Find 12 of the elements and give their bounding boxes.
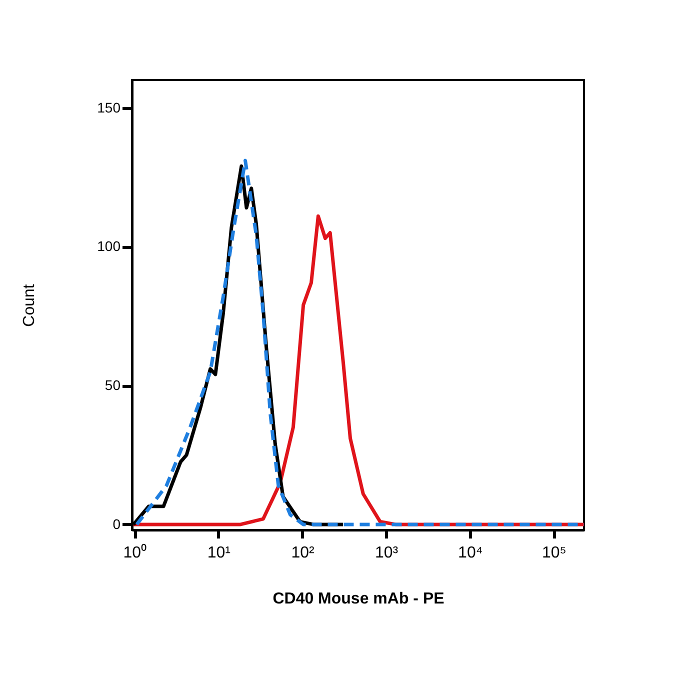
y-tick-label: 100 <box>97 238 121 254</box>
x-tick-label: 10³ <box>375 544 399 562</box>
x-tick-label: 10² <box>291 544 315 562</box>
y-axis-title: Count <box>21 284 38 327</box>
y-tick-label: 150 <box>97 99 121 116</box>
x-axis-title: CD40 Mouse mAb - PE <box>272 590 445 608</box>
x-tick-label: 10⁰ <box>123 544 148 562</box>
x-tick-label: 10⁵ <box>542 544 566 562</box>
x-tick-label: 10¹ <box>207 544 231 562</box>
y-tick-label: 50 <box>104 377 121 394</box>
y-tick-label: 0 <box>112 516 121 532</box>
x-tick-label: 10⁴ <box>458 544 483 562</box>
